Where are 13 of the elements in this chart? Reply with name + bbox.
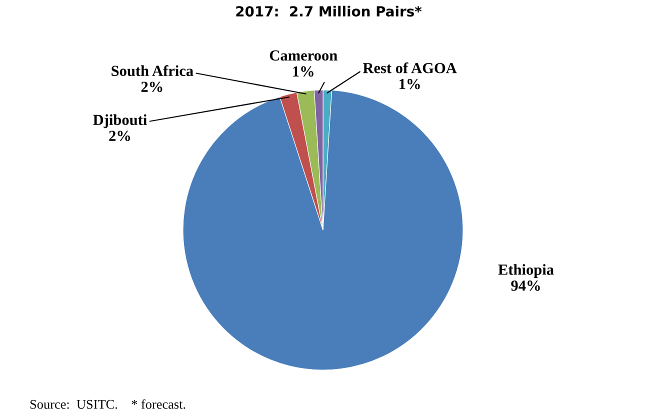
data-label: 1% [400, 78, 420, 90]
slice-label: Djibouti [93, 114, 147, 128]
slice-label: Ethiopia [498, 264, 554, 278]
slice-label: Rest of AGOA [362, 62, 457, 74]
data-label: 2% [109, 130, 130, 142]
chart-title: 2017: 2.7 Million Pairs* [236, 6, 422, 17]
data-label: 1% [293, 66, 314, 77]
source-note: Source: USITC. * forecast. [30, 399, 186, 409]
data-label: 94% [511, 280, 540, 291]
slice-label: Cameroon [270, 50, 338, 61]
slice-label: South Africa [112, 65, 194, 76]
pie-slice [182, 90, 464, 370]
data-label: 2% [141, 82, 162, 92]
